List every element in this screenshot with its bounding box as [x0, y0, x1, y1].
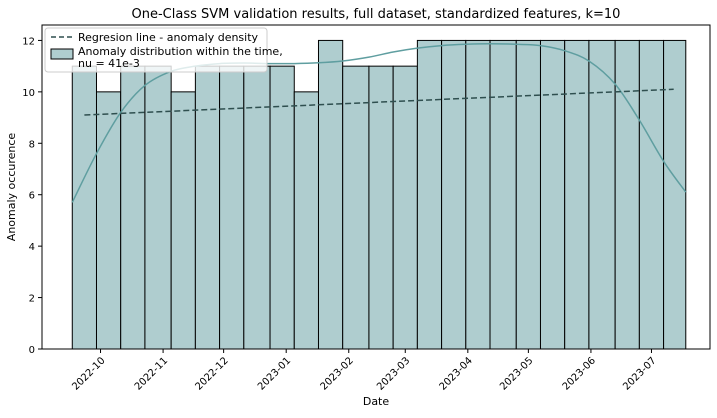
histogram-bar	[71, 65, 97, 350]
histogram-bar	[392, 65, 418, 350]
plot-frame	[41, 24, 711, 350]
histogram-bar	[465, 39, 491, 350]
x-tick-label: 2023-07	[621, 355, 658, 392]
y-tick-label: 8	[29, 139, 35, 150]
histogram-bar	[588, 39, 616, 350]
x-axis-label: Date	[363, 395, 390, 408]
histogram-bar	[663, 39, 687, 350]
x-tick-label: 2022-11	[133, 355, 170, 392]
histogram-bar	[441, 39, 467, 350]
histogram-bar	[317, 39, 344, 350]
x-tick-label: 2023-01	[256, 355, 293, 392]
y-axis: 0 2 4 6 8 10 12	[22, 36, 42, 356]
histogram-bar	[638, 39, 665, 350]
histogram-bar	[269, 65, 295, 350]
histogram-bars	[71, 39, 687, 350]
legend-histogram-label: Anomaly distribution within the time, nu …	[78, 45, 283, 70]
histogram-bar	[368, 65, 394, 350]
legend-histogram-label-line: Anomaly distribution within the time,	[78, 45, 283, 58]
x-tick-label: 2022-12	[193, 355, 230, 392]
histogram-bar	[342, 65, 370, 350]
legend-histogram-label-line: nu = 41e-3	[78, 57, 140, 70]
x-tick-label: 2022-10	[70, 355, 107, 392]
x-tick-label: 2023-06	[561, 355, 598, 392]
regression-dashed-line	[84, 88, 674, 116]
y-tick-label: 12	[22, 36, 35, 47]
legend-histogram-swatch	[50, 48, 74, 60]
x-tick-label: 2023-05	[498, 355, 535, 392]
y-tick-label: 6	[29, 191, 35, 202]
histogram-bar	[515, 39, 541, 350]
histogram-bar	[614, 39, 640, 350]
x-tick-label: 2023-03	[375, 355, 412, 392]
legend-regression-label: Regresion line - anomaly density	[78, 31, 259, 44]
histogram-bar	[144, 65, 172, 350]
y-tick-label: 0	[29, 345, 35, 356]
histogram-bar	[539, 39, 566, 350]
histogram-bar	[416, 39, 443, 350]
legend-frame	[44, 27, 268, 73]
histogram-bar	[564, 39, 590, 350]
x-tick-label: 2023-04	[438, 355, 475, 392]
y-tick-label: 2	[29, 294, 35, 305]
regression-line	[84, 88, 674, 116]
chart-title: One-Class SVM validation results, full d…	[132, 7, 621, 22]
x-axis: 2022-10 2022-11 2022-12 2023-01 2023-02 2023-…	[70, 349, 659, 393]
y-tick-label: 4	[29, 242, 35, 253]
y-tick-label: 10	[22, 88, 35, 99]
histogram-bar	[293, 91, 319, 350]
histogram-bar	[489, 39, 517, 350]
y-axis-label: Anomaly occurence	[5, 133, 18, 242]
legend: Regresion line - anomaly density Anomaly…	[44, 27, 283, 73]
histogram-bar	[170, 91, 196, 350]
x-tick-label: 2023-02	[319, 355, 356, 392]
histogram-bar	[95, 91, 122, 350]
